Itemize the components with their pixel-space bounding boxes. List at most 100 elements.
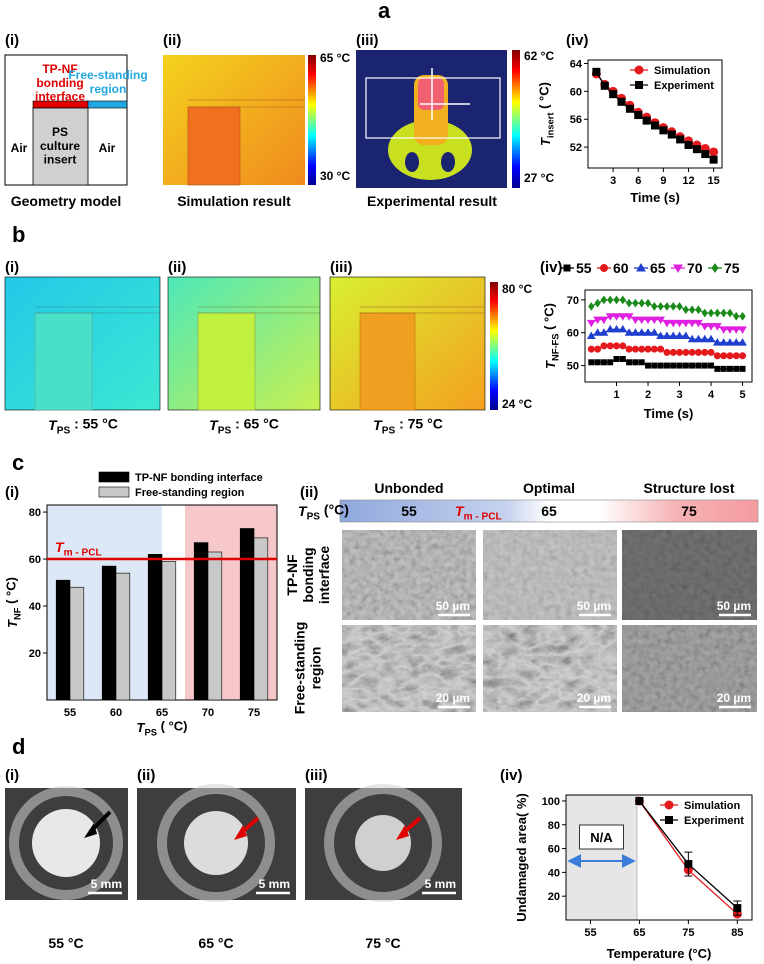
x-tick-label: 65 — [156, 707, 168, 719]
marker — [612, 313, 621, 321]
row-label: Free-standingregion — [292, 622, 324, 715]
x-tick-label: 75 — [248, 707, 260, 719]
caption: 55 °C — [48, 935, 83, 951]
image-caption-unit: : 65 °C — [231, 416, 279, 432]
marker — [726, 308, 734, 318]
membrane-outline — [360, 306, 485, 314]
marker — [649, 328, 659, 336]
marker — [689, 362, 696, 369]
marker — [643, 328, 653, 336]
marker — [587, 345, 595, 353]
marker — [731, 326, 741, 334]
image-caption: TPS : 75 °C — [373, 416, 443, 437]
sem-tint — [622, 625, 757, 712]
row-label-line: bonding — [300, 547, 316, 602]
sub-label: (i) — [5, 32, 19, 49]
marker — [600, 342, 608, 350]
threshold-label-symbol: T — [55, 539, 65, 555]
sub-label: (iv) — [566, 32, 589, 49]
bar — [101, 565, 117, 701]
marker — [626, 359, 633, 366]
x-tick-label: 70 — [202, 707, 214, 719]
crosshair — [420, 68, 470, 120]
marker — [739, 365, 746, 372]
sub-label: (i) — [5, 484, 19, 501]
legend-swatch — [98, 486, 130, 498]
shaded-region — [566, 795, 637, 920]
temperature-label: 65 — [541, 503, 557, 519]
marker — [687, 334, 697, 343]
marker — [739, 311, 746, 321]
insert-label-line: culture — [40, 139, 80, 153]
marker — [711, 263, 719, 273]
scale-bar-label: 5 mm — [91, 877, 122, 891]
marker — [618, 313, 628, 321]
x-axis-label: TPS ( °C) — [137, 719, 188, 738]
marker — [714, 308, 721, 318]
y-tick-label: 56 — [570, 114, 582, 126]
sem-tint — [622, 530, 757, 620]
caption: 65 °C — [198, 935, 233, 951]
x-axis-label: Time (s) — [644, 406, 694, 421]
marker — [599, 316, 609, 325]
marker — [664, 800, 674, 810]
marker — [712, 338, 722, 346]
marker — [684, 860, 693, 869]
x-tick-label: 55 — [64, 707, 76, 719]
scale-label-symbol: T — [298, 503, 308, 519]
scale-bar-label: 50 µm — [717, 599, 751, 613]
y-tick-label: 70 — [567, 295, 579, 307]
cold-spot — [441, 152, 455, 172]
marker — [593, 316, 602, 325]
y-axis-label-subscript: NF — [12, 607, 22, 620]
y-tick-label: 60 — [548, 844, 560, 856]
x-tick-label: 15 — [708, 175, 720, 187]
marker — [607, 295, 614, 305]
scale-bar-label: 50 µm — [436, 599, 470, 613]
marker — [676, 302, 683, 311]
marker — [681, 331, 691, 339]
sub-label: (i) — [5, 767, 19, 784]
marker — [675, 319, 684, 328]
caption: 75 °C — [365, 935, 400, 951]
marker — [694, 334, 703, 343]
marker — [586, 319, 596, 328]
marker — [684, 141, 693, 150]
y-axis-label-symbol: T — [538, 137, 553, 146]
x-tick-label: 3 — [610, 175, 616, 187]
marker — [662, 331, 672, 339]
free-standing-layer — [87, 100, 128, 109]
marker — [694, 348, 702, 356]
marker — [619, 342, 627, 350]
marker — [659, 126, 668, 135]
cold-spot — [405, 152, 419, 172]
marker — [667, 130, 676, 139]
sem-tint — [483, 530, 617, 620]
image-caption-unit: : 75 °C — [395, 416, 443, 432]
sub-label: (ii) — [168, 259, 186, 276]
y-axis-label-unit: ( °C) — [537, 82, 552, 112]
marker — [600, 264, 608, 272]
marker — [738, 338, 747, 346]
marker — [656, 316, 665, 325]
marker — [676, 362, 683, 369]
x-tick-label: 12 — [682, 175, 694, 187]
image-caption-unit: : 55 °C — [70, 416, 118, 432]
sem-tint — [483, 625, 617, 712]
sem-image — [342, 625, 476, 712]
bar — [69, 586, 85, 701]
legend-swatch — [98, 471, 130, 483]
marker — [682, 305, 689, 315]
marker — [720, 352, 728, 360]
legend-label: 60 — [613, 260, 629, 276]
marker — [605, 313, 615, 321]
marker — [651, 302, 658, 311]
marker — [733, 365, 740, 372]
marker — [617, 97, 626, 106]
marker — [725, 338, 735, 346]
marker — [632, 298, 639, 308]
interface-label: TP-NF bonding interface — [35, 62, 85, 104]
marker — [726, 352, 734, 360]
membrane — [32, 809, 100, 877]
marker — [670, 302, 677, 311]
